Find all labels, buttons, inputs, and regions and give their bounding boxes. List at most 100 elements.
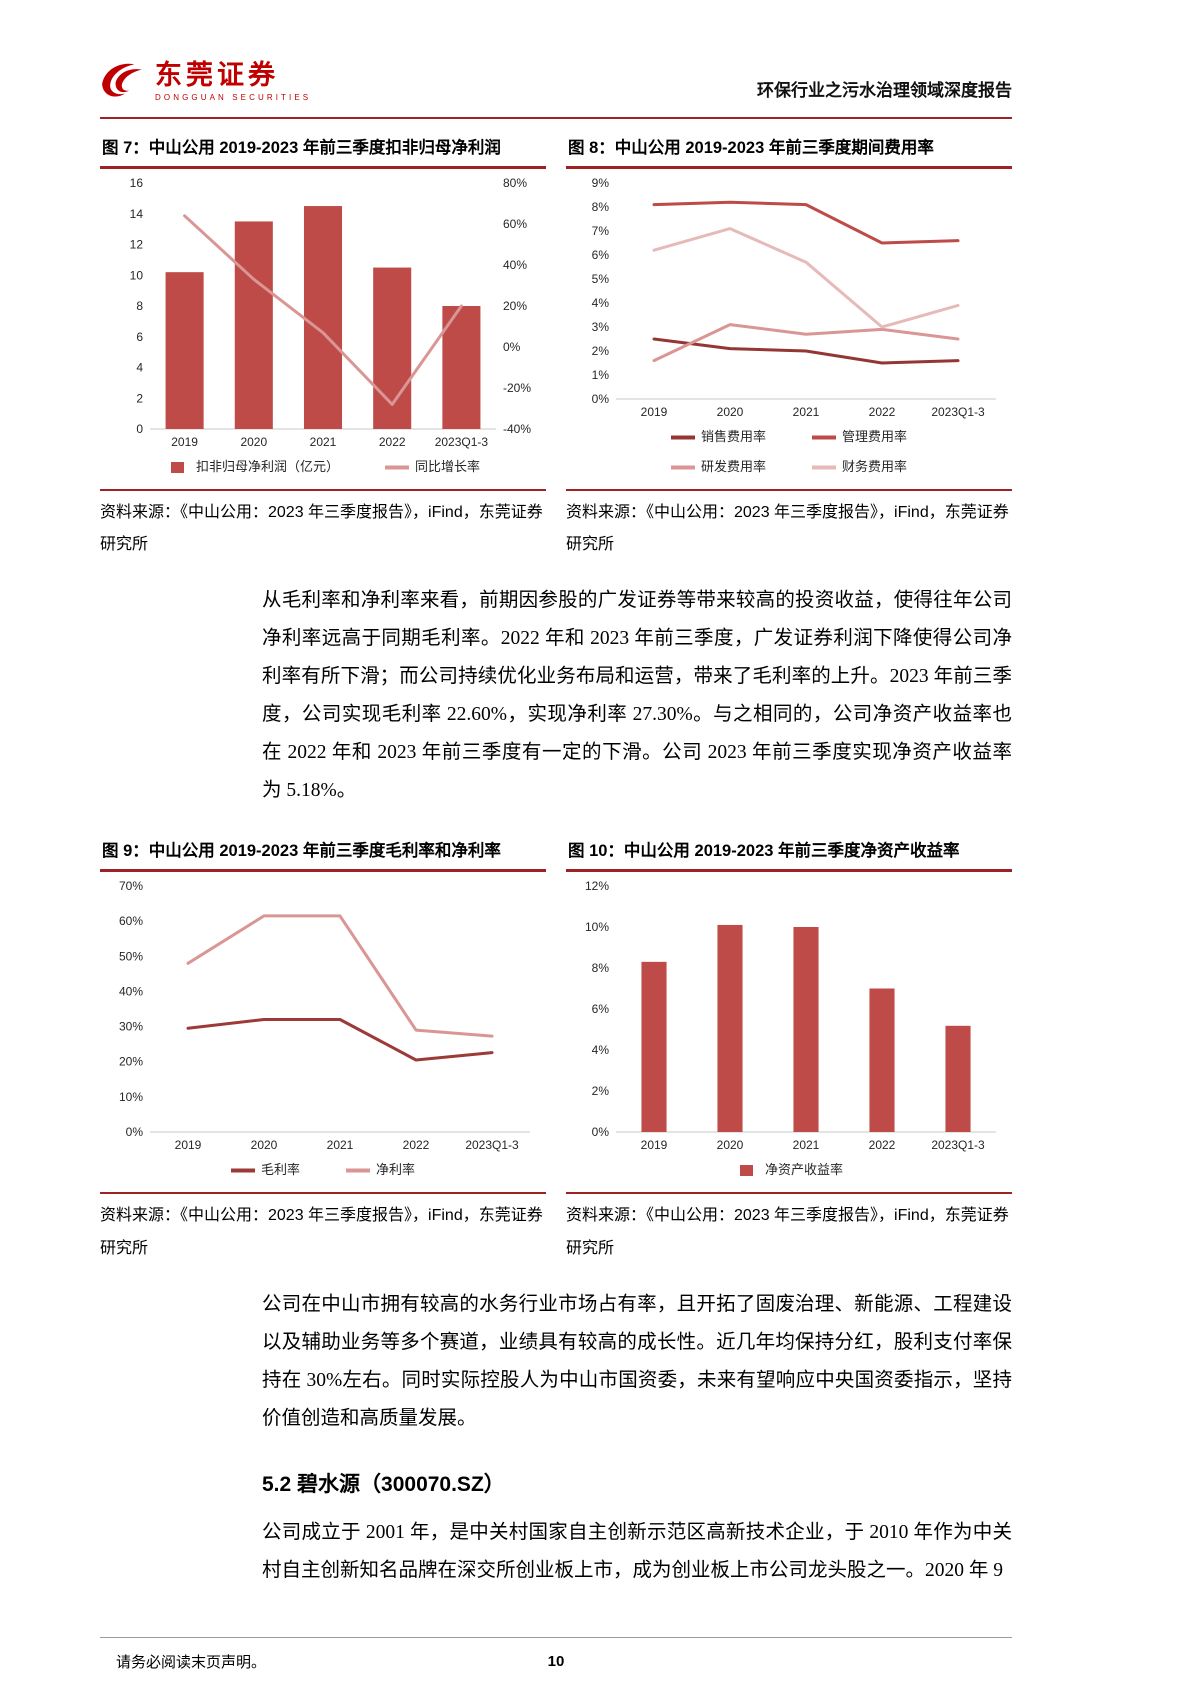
figure-10: 图 10：中山公用 2019-2023 年前三季度净资产收益率 0% 2% 4% 6%… bbox=[566, 836, 1012, 1265]
figure-8-title: 图 8：中山公用 2019-2023 年前三季度期间费用率 bbox=[566, 133, 1012, 169]
svg-text:8%: 8% bbox=[592, 961, 610, 975]
logo-text-block: 东莞证券 DONGGUAN SECURITIES bbox=[155, 59, 312, 102]
svg-text:2021: 2021 bbox=[793, 405, 820, 419]
svg-text:40%: 40% bbox=[119, 984, 143, 998]
figure-8-chart: 0% 1% 2% 3% 4% 5% 6% 7% 8% 9% 2019 2020 2021 2022 2023… bbox=[566, 169, 1012, 491]
svg-text:20%: 20% bbox=[503, 299, 527, 313]
svg-text:10%: 10% bbox=[119, 1090, 143, 1104]
svg-text:净资产收益率: 净资产收益率 bbox=[765, 1162, 843, 1177]
logo-subtitle: DONGGUAN SECURITIES bbox=[155, 92, 312, 102]
svg-text:2%: 2% bbox=[592, 1084, 610, 1098]
logo-swoosh-icon bbox=[100, 58, 146, 105]
svg-text:4: 4 bbox=[136, 360, 143, 374]
svg-text:2: 2 bbox=[136, 391, 143, 405]
page-number: 10 bbox=[547, 1653, 565, 1670]
svg-text:2020: 2020 bbox=[240, 435, 267, 449]
svg-text:2022: 2022 bbox=[379, 435, 406, 449]
svg-text:12%: 12% bbox=[585, 879, 609, 893]
svg-text:10%: 10% bbox=[585, 920, 609, 934]
figure-7-title: 图 7：中山公用 2019-2023 年前三季度扣非归母净利润 bbox=[100, 133, 546, 169]
svg-text:4%: 4% bbox=[592, 1043, 610, 1057]
svg-text:财务费用率: 财务费用率 bbox=[842, 459, 907, 474]
logo-title: 东莞证券 bbox=[155, 59, 279, 90]
figure-7: 图 7：中山公用 2019-2023 年前三季度扣非归母净利润 0 2 4 6 8 10 1… bbox=[100, 133, 546, 562]
svg-text:30%: 30% bbox=[119, 1020, 143, 1034]
svg-text:14: 14 bbox=[130, 206, 144, 220]
svg-text:2021: 2021 bbox=[310, 435, 337, 449]
svg-text:80%: 80% bbox=[503, 176, 527, 190]
svg-text:-40%: -40% bbox=[503, 422, 531, 436]
figure-7-source: 资料来源：《中山公用：2023 年三季度报告》，iFind，东莞证券研究所 bbox=[100, 503, 543, 554]
figure-9-chart: 0% 10% 20% 30% 40% 50% 60% 70% 2019 2020 2021 2022 2… bbox=[100, 872, 546, 1194]
figure-9-source: 资料来源：《中山公用：2023 年三季度报告》，iFind，东莞证券研究所 bbox=[100, 1206, 543, 1257]
svg-text:2019: 2019 bbox=[641, 1138, 668, 1152]
svg-text:研发费用率: 研发费用率 bbox=[701, 459, 766, 474]
svg-text:2022: 2022 bbox=[869, 405, 896, 419]
section-heading-5-2: 5.2 碧水源（300070.SZ） bbox=[262, 1472, 505, 1496]
figure-9-title: 图 9：中山公用 2019-2023 年前三季度毛利率和净利率 bbox=[100, 836, 546, 872]
svg-text:12: 12 bbox=[130, 237, 144, 251]
svg-text:20%: 20% bbox=[119, 1055, 143, 1069]
page-footer: 请务必阅读末页声明。 10 bbox=[100, 1637, 1012, 1672]
svg-text:2020: 2020 bbox=[251, 1138, 278, 1152]
svg-text:2019: 2019 bbox=[641, 405, 668, 419]
svg-text:2022: 2022 bbox=[403, 1138, 430, 1152]
svg-text:2020: 2020 bbox=[717, 405, 744, 419]
svg-text:3%: 3% bbox=[592, 320, 610, 334]
svg-text:-20%: -20% bbox=[503, 381, 531, 395]
svg-text:同比增长率: 同比增长率 bbox=[415, 459, 480, 474]
svg-text:9%: 9% bbox=[592, 176, 610, 190]
svg-text:6: 6 bbox=[136, 329, 143, 343]
svg-text:0%: 0% bbox=[592, 392, 610, 406]
svg-text:2020: 2020 bbox=[717, 1138, 744, 1152]
svg-text:6%: 6% bbox=[592, 1002, 610, 1016]
svg-text:10: 10 bbox=[130, 268, 144, 282]
figure-row-bottom: 图 9：中山公用 2019-2023 年前三季度毛利率和净利率 0% 10% 20%… bbox=[100, 836, 1012, 1265]
paragraph-market-position: 公司在中山市拥有较高的水务行业市场占有率，且开拓了固废治理、新能源、工程建设以及… bbox=[262, 1293, 1012, 1429]
svg-text:4%: 4% bbox=[592, 296, 610, 310]
svg-text:2021: 2021 bbox=[793, 1138, 820, 1152]
svg-text:1%: 1% bbox=[592, 368, 610, 382]
svg-text:2019: 2019 bbox=[175, 1138, 202, 1152]
svg-text:净利率: 净利率 bbox=[376, 1162, 415, 1177]
svg-text:7%: 7% bbox=[592, 224, 610, 238]
svg-text:2023Q1-3: 2023Q1-3 bbox=[931, 1138, 985, 1152]
footer-disclaimer: 请务必阅读末页声明。 bbox=[116, 1654, 267, 1671]
svg-text:60%: 60% bbox=[119, 914, 143, 928]
svg-text:40%: 40% bbox=[503, 258, 527, 272]
paragraph-company-history: 公司成立于 2001 年，是中关村国家自主创新示范区高新技术企业，于 2010 … bbox=[262, 1521, 1012, 1581]
svg-text:60%: 60% bbox=[503, 217, 527, 231]
svg-text:6%: 6% bbox=[592, 248, 610, 262]
svg-text:0%: 0% bbox=[126, 1125, 144, 1139]
paragraph-margins-analysis: 从毛利率和净利率来看，前期因参股的广发证券等带来较高的投资收益，使得往年公司净利… bbox=[262, 590, 1012, 802]
svg-text:5%: 5% bbox=[592, 272, 610, 286]
svg-text:2021: 2021 bbox=[327, 1138, 354, 1152]
svg-text:扣非归母净利润（亿元）: 扣非归母净利润（亿元） bbox=[196, 459, 339, 474]
company-logo: 东莞证券 DONGGUAN SECURITIES bbox=[100, 58, 311, 105]
figure-7-chart: 0 2 4 6 8 10 12 14 16 -40% -20% 0% 20% 40% 60% 80% 2019 2… bbox=[100, 169, 546, 491]
figure-8-source: 资料来源：《中山公用：2023 年三季度报告》，iFind，东莞证券研究所 bbox=[566, 503, 1009, 554]
svg-text:70%: 70% bbox=[119, 879, 143, 893]
svg-text:2023Q1-3: 2023Q1-3 bbox=[465, 1138, 519, 1152]
figure-10-title: 图 10：中山公用 2019-2023 年前三季度净资产收益率 bbox=[566, 836, 1012, 872]
svg-text:8%: 8% bbox=[592, 200, 610, 214]
figure-8: 图 8：中山公用 2019-2023 年前三季度期间费用率 0% 1% 2% 3% 4%… bbox=[566, 133, 1012, 562]
svg-text:0%: 0% bbox=[503, 340, 521, 354]
report-page: 东莞证券 DONGGUAN SECURITIES 环保行业之污水治理领域深度报告… bbox=[100, 0, 1012, 1671]
report-title: 环保行业之污水治理领域深度报告 bbox=[757, 81, 1012, 100]
svg-text:销售费用率: 销售费用率 bbox=[701, 429, 766, 444]
figure-row-top: 图 7：中山公用 2019-2023 年前三季度扣非归母净利润 0 2 4 6 8 10 1… bbox=[100, 133, 1012, 562]
svg-text:0: 0 bbox=[136, 422, 143, 436]
svg-text:2022: 2022 bbox=[869, 1138, 896, 1152]
page-header: 东莞证券 DONGGUAN SECURITIES 环保行业之污水治理领域深度报告 bbox=[100, 0, 1012, 119]
figure-10-chart: 0% 2% 4% 6% 8% 10% 12% 2019 2020 2021 2022 2023Q1-3… bbox=[566, 872, 1012, 1194]
svg-text:管理费用率: 管理费用率 bbox=[842, 429, 907, 444]
svg-text:8: 8 bbox=[136, 299, 143, 313]
figure-10-source: 资料来源：《中山公用：2023 年三季度报告》，iFind，东莞证券研究所 bbox=[566, 1206, 1009, 1257]
svg-text:2%: 2% bbox=[592, 344, 610, 358]
figure-9: 图 9：中山公用 2019-2023 年前三季度毛利率和净利率 0% 10% 20%… bbox=[100, 836, 546, 1265]
svg-text:2023Q1-3: 2023Q1-3 bbox=[435, 435, 489, 449]
svg-text:0%: 0% bbox=[592, 1125, 610, 1139]
svg-text:50%: 50% bbox=[119, 949, 143, 963]
svg-text:2023Q1-3: 2023Q1-3 bbox=[931, 405, 985, 419]
